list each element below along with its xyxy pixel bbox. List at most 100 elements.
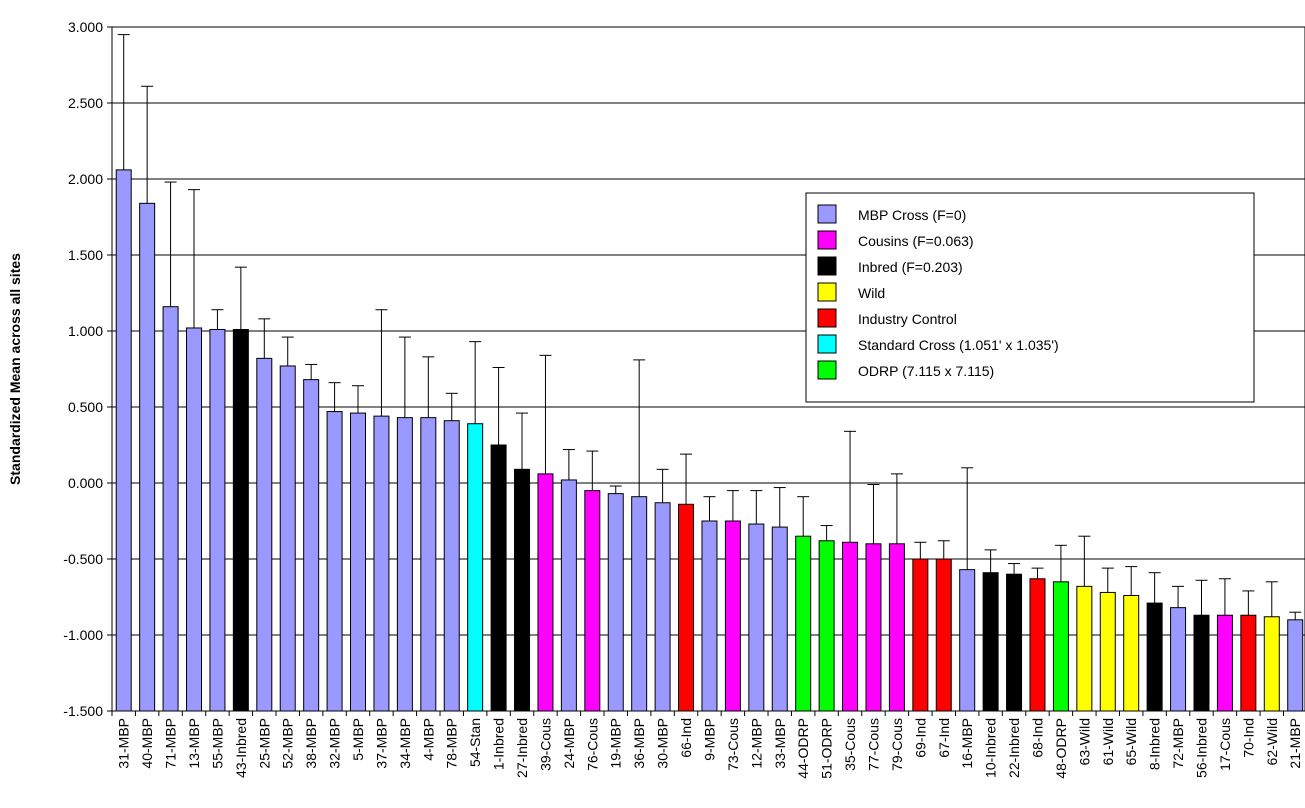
bar — [748, 523, 765, 712]
x-tick-label: 71-MBP — [163, 718, 179, 769]
bar — [771, 526, 788, 712]
x-tick-label: 9-MBP — [701, 718, 717, 761]
bar — [490, 444, 507, 712]
bar — [256, 357, 273, 712]
x-tick-label: 76-Cous — [584, 718, 600, 771]
bar — [912, 558, 929, 712]
bar — [467, 423, 484, 712]
bar — [724, 520, 741, 712]
x-tick-label: 24-MBP — [561, 718, 577, 769]
bar — [1193, 614, 1210, 712]
bar — [186, 327, 203, 712]
x-axis: 31-MBP 40-MBP 71-MBP 13-MBP 55-MBP 43-Inbred 2… — [111, 711, 1303, 779]
x-tick-label: 55-MBP — [209, 718, 225, 769]
legend-swatch — [817, 230, 837, 250]
x-tick-label: 62-Wild — [1264, 718, 1280, 765]
bar — [631, 496, 648, 712]
legend: MBP Cross (F=0) Cousins (F=0.063) Inbred (… — [805, 192, 1255, 403]
legend-box — [805, 192, 1255, 403]
bar — [209, 328, 226, 712]
x-tick-label: 33-MBP — [772, 718, 788, 769]
x-tick-label: 30-MBP — [655, 718, 671, 769]
x-tick-label: 63-Wild — [1076, 718, 1092, 765]
x-tick-label: 17-Cous — [1217, 718, 1233, 771]
bar — [1099, 591, 1116, 712]
bar — [162, 306, 179, 712]
y-tick-label: 0.500 — [68, 399, 103, 415]
plot-frame — [111, 26, 1305, 712]
x-tick-label: 40-MBP — [139, 718, 155, 769]
legend-label: Inbred (F=0.203) — [858, 259, 963, 275]
x-tick-label: 19-MBP — [608, 718, 624, 769]
legend-label: ODRP (7.115 x 7.115) — [858, 363, 994, 379]
x-tick-label: 78-MBP — [444, 718, 460, 769]
bar — [1029, 578, 1046, 712]
x-tick-label: 31-MBP — [116, 718, 132, 769]
legend-label: MBP Cross (F=0) — [858, 207, 966, 223]
bar — [1263, 616, 1280, 712]
legend-swatch — [817, 308, 837, 328]
x-tick-label: 10-Inbred — [983, 718, 999, 778]
bar — [396, 417, 413, 712]
x-tick-label: 21-MBP — [1287, 718, 1303, 769]
x-tick-label: 79-Cous — [889, 718, 905, 771]
x-tick-label: 51-ODRP — [819, 718, 835, 779]
bar — [1052, 581, 1069, 712]
bar — [303, 379, 320, 712]
bar — [373, 415, 390, 712]
bar — [232, 328, 249, 712]
legend-label: Industry Control — [858, 311, 957, 327]
legend-label: Wild — [858, 285, 885, 301]
bar — [795, 535, 812, 712]
bar — [865, 543, 882, 712]
bar — [115, 169, 132, 712]
legend-swatch — [817, 334, 837, 354]
x-tick-label: 38-MBP — [303, 718, 319, 769]
bar — [139, 202, 156, 712]
x-tick-label: 54-Stan — [467, 718, 483, 767]
x-tick-label: 32-MBP — [327, 718, 343, 769]
bar — [350, 412, 367, 712]
bar — [1123, 594, 1140, 712]
x-tick-label: 73-Cous — [725, 718, 741, 771]
x-tick-label: 68-Ind — [1029, 718, 1045, 758]
x-tick-label: 67-Ind — [936, 718, 952, 758]
y-tick-label: 1.000 — [68, 323, 103, 339]
legend-label: Cousins (F=0.063) — [858, 233, 974, 249]
bar — [818, 540, 835, 712]
bar — [1216, 614, 1233, 712]
y-tick-label: -1.500 — [63, 703, 103, 719]
bar — [420, 417, 437, 712]
bar — [654, 502, 671, 712]
bar — [1240, 614, 1257, 712]
bar — [1146, 602, 1163, 712]
y-axis-label: Standardized Mean across all sites — [7, 253, 23, 485]
legend-items: MBP Cross (F=0) Cousins (F=0.063) Inbred (… — [817, 204, 1059, 380]
bar — [1287, 619, 1304, 712]
legend-label: Standard Cross (1.051' x 1.035') — [858, 337, 1059, 353]
legend-swatch — [817, 204, 837, 224]
x-tick-label: 12-MBP — [748, 718, 764, 769]
x-tick-label: 70-Ind — [1240, 718, 1256, 758]
x-tick-label: 35-Cous — [842, 718, 858, 771]
y-axis: 3.000 2.500 2.000 1.500 1.000 0.500 0.000 -0.50… — [63, 19, 112, 719]
x-tick-label: 25-MBP — [256, 718, 272, 769]
x-tick-label: 48-ODRP — [1053, 718, 1069, 779]
x-tick-label: 5-MBP — [350, 718, 366, 761]
bars — [115, 169, 1304, 712]
y-tick-label: -0.500 — [63, 551, 103, 567]
x-tick-label: 27-Inbred — [514, 718, 530, 778]
bar — [537, 473, 554, 712]
x-tick-label: 72-MBP — [1170, 718, 1186, 769]
bar — [443, 420, 460, 712]
y-tick-label: 2.000 — [68, 171, 103, 187]
x-tick-label: 61-Wild — [1100, 718, 1116, 765]
y-tick-label: 3.000 — [68, 19, 103, 35]
x-tick-label: 43-Inbred — [233, 718, 249, 778]
x-tick-label: 4-MBP — [420, 718, 436, 761]
bar — [584, 490, 601, 712]
bar — [959, 569, 976, 712]
bar — [1170, 607, 1187, 712]
bar — [560, 479, 577, 712]
